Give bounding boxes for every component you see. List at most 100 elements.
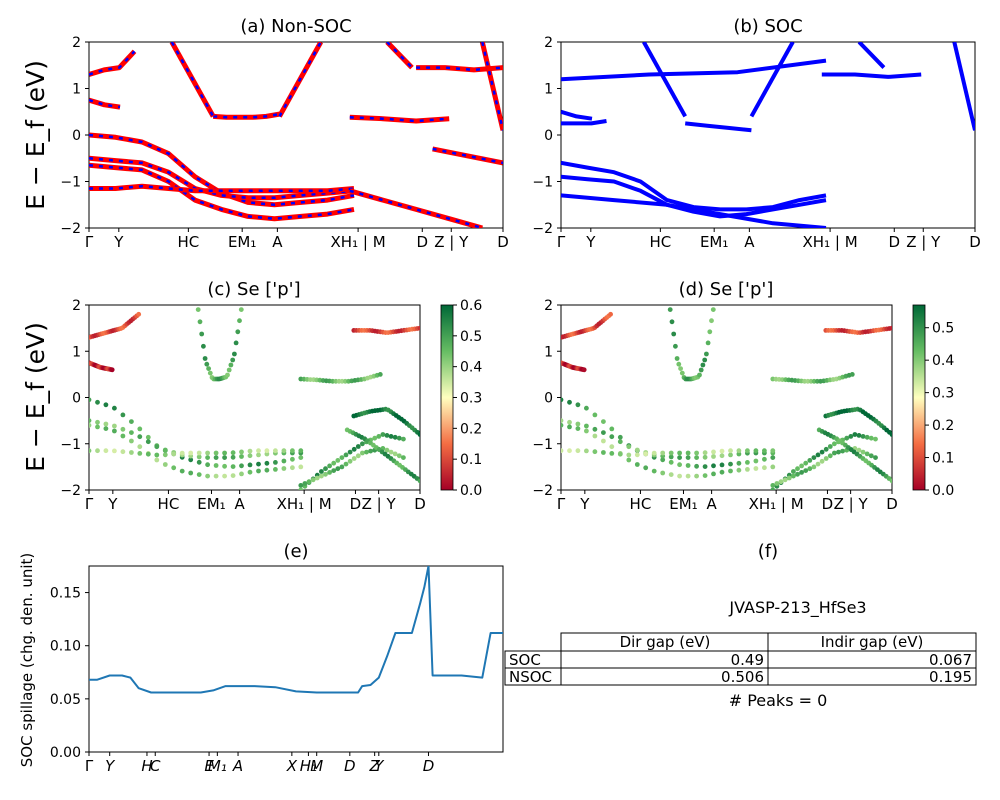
panel-d-proj-point: [795, 471, 800, 477]
panel-c-proj-point: [417, 478, 420, 484]
panel-c-proj-point: [235, 329, 241, 335]
panel-c-proj-point: [331, 468, 337, 473]
panel-d-proj-point: [736, 451, 742, 457]
panel-a-plot: −2 −1 0 1 2 Γ Y HC EM₁ A XH₁ | M D Z | Y D: [60, 35, 508, 251]
panel-c-proj-point: [179, 450, 185, 456]
panel-d-proj-point: [864, 434, 870, 440]
panel-e-ytick-label: 0.10: [50, 639, 81, 655]
panel-c-proj-point: [247, 448, 253, 454]
panel-d-proj-point: [592, 433, 598, 439]
panel-c-proj-point: [360, 441, 365, 447]
panel-b-ytick-label: 0: [544, 128, 553, 144]
panel-c-proj-point: [247, 469, 253, 475]
panel-c-proj-point: [171, 465, 177, 471]
panel-d-proj-point: [609, 434, 615, 440]
panel-c-proj-point: [327, 463, 332, 469]
panel-d-proj-point: [626, 444, 632, 450]
panel-c-proj-point: [197, 319, 203, 325]
panel-e-xtick-label: E: [204, 757, 214, 775]
panel-d-proj-point: [608, 311, 613, 317]
panel-b-xtick-label: HC: [649, 233, 671, 251]
panel-c-proj-point: [298, 448, 304, 454]
panel-c-proj-point: [195, 307, 201, 312]
panel-d-proj-point: [819, 449, 825, 455]
panel-c-frame: [88, 304, 421, 491]
panel-c-proj-point: [145, 434, 151, 440]
panel-a-band-line: [349, 114, 450, 124]
panel-c-proj-point: [355, 444, 361, 449]
panel-d-proj-point: [719, 469, 725, 475]
panel-b-title: (b) SOC: [733, 16, 802, 37]
panel-d-proj-point: [678, 366, 683, 371]
panel-c-proj-point: [417, 325, 420, 331]
panel-c-proj-point: [232, 351, 237, 357]
panel-d-proj-point: [561, 422, 564, 428]
y-axis-label-spillage: SOC spillage (chg. den. unit): [18, 553, 36, 768]
panel-f-title: (f): [758, 541, 778, 562]
panel-d-proj-point: [671, 331, 677, 337]
panel-c-proj-point: [206, 366, 212, 371]
panel-c-proj-point: [145, 451, 151, 457]
panel-c-xtick-label: Γ: [85, 495, 94, 513]
panel-d-proj-point: [711, 454, 716, 459]
panel-e-xtick-label: M: [310, 757, 323, 775]
panel-c-proj-point: [343, 461, 349, 467]
panel-c-title: (c) Se ['p']: [207, 279, 300, 300]
panel-c-proj-point: [120, 433, 126, 439]
panel-d-proj-point: [860, 434, 866, 439]
panel-d-proj-point: [860, 449, 866, 455]
panel-d-proj-point: [745, 467, 750, 472]
panel-c-proj-point: [95, 448, 100, 454]
panel-a-xtick-label: D: [416, 233, 428, 251]
panel-e-frame: [88, 565, 504, 753]
panel-c-proj-point: [264, 460, 270, 466]
panel-d-proj-point: [782, 477, 788, 483]
panel-d-proj-point: [567, 419, 572, 425]
panel-d-proj-point: [677, 450, 682, 456]
panel-c-proj-point: [256, 448, 261, 454]
panel-d-ytick-label: 2: [544, 298, 553, 314]
table-row-soc-indir: 0.067: [929, 651, 972, 669]
panel-e-xtick-label: H₁: [300, 757, 317, 775]
panel-d-proj-point: [786, 475, 792, 481]
panel-c-proj-point: [89, 422, 92, 428]
table-row-soc-dir: 0.49: [731, 651, 764, 669]
panel-c-proj-point: [319, 473, 324, 479]
panel-c-proj-point: [339, 455, 345, 460]
panel-d-proj-point: [643, 465, 649, 471]
panel-d-proj-point: [889, 325, 892, 331]
panel-d-proj-point: [711, 471, 716, 477]
panel-c-proj-point: [290, 448, 295, 454]
panel-a-ytick-label: −2: [60, 221, 81, 237]
panel-c-proj-point: [230, 357, 236, 363]
panel-c-proj-point: [264, 467, 270, 473]
panel-d-proj-point: [561, 418, 564, 423]
panel-d-proj-point: [592, 426, 598, 432]
panel-a-xtick-label: Z | Y: [434, 233, 469, 251]
panel-d-ytick-label: 0: [544, 391, 553, 407]
panel-c-proj-point: [199, 331, 205, 337]
panel-c-ytick-label: 1: [72, 344, 81, 360]
panel-c-proj-point: [205, 462, 211, 468]
panel-d-proj-point: [852, 432, 858, 437]
panel-d-proj-point: [762, 465, 767, 471]
panel-c-proj-point: [298, 464, 304, 470]
panel-d-proj-point: [803, 460, 809, 466]
panel-c-proj-point: [256, 452, 261, 458]
panel-c-proj-point: [298, 483, 304, 488]
panel-d-proj-point: [719, 453, 725, 459]
panel-c-proj-point: [376, 434, 382, 439]
panel-d-proj-point: [791, 473, 796, 479]
panel-c-proj-point: [239, 454, 244, 459]
panel-d-proj-point: [567, 399, 572, 405]
panel-c-proj-point: [360, 450, 365, 456]
panel-c-proj-point: [417, 432, 420, 437]
panel-d-proj-point: [584, 405, 589, 411]
panel-c-proj-point: [129, 430, 134, 435]
panel-c-proj-point: [120, 412, 126, 418]
panel-c-proj-point: [273, 448, 278, 454]
panel-d-proj-point: [827, 444, 833, 449]
panel-c-proj-point: [89, 418, 92, 423]
